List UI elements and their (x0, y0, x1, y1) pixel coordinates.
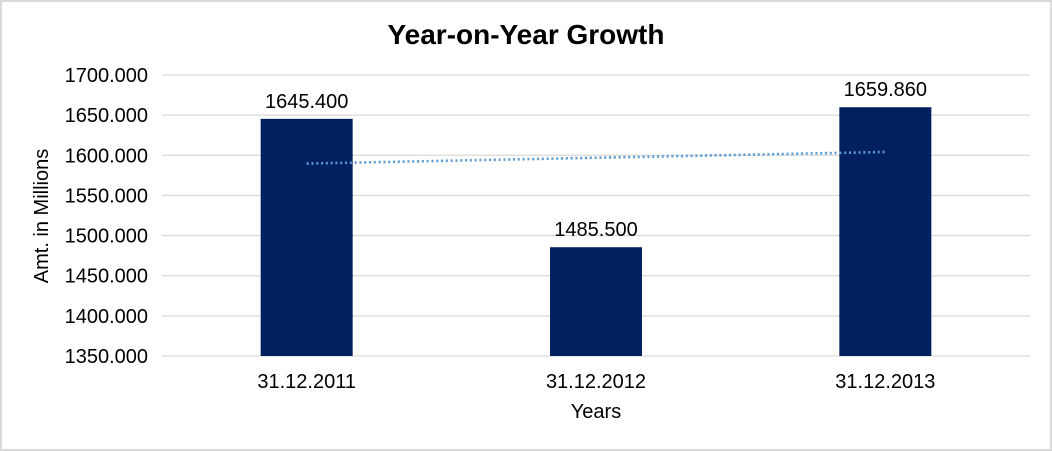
bar-data-labels: 1645.400 1485.500 1659.860 (265, 79, 927, 241)
chart-title: Year-on-Year Growth (388, 19, 665, 50)
x-category-label: 31.12.2012 (546, 371, 646, 393)
x-axis-category-labels: 31.12.2011 31.12.2012 31.12.2013 (257, 371, 935, 393)
y-axis-title: Amt. in Millions (31, 149, 53, 283)
x-category-label: 31.12.2013 (835, 371, 935, 393)
y-tick-label: 1550.000 (65, 185, 148, 207)
bar (839, 107, 932, 356)
bar (550, 247, 642, 356)
y-tick-label: 1700.000 (65, 65, 148, 87)
y-tick-label: 1600.000 (65, 145, 148, 167)
y-tick-label: 1650.000 (65, 105, 148, 127)
bar (260, 118, 353, 356)
y-tick-label: 1500.000 (65, 226, 148, 248)
x-category-label: 31.12.2011 (257, 371, 356, 393)
y-tick-label: 1400.000 (65, 306, 148, 328)
bar-data-label: 1485.500 (554, 219, 637, 241)
linear-trendline (306, 150, 886, 165)
y-tick-label: 1350.000 (65, 346, 148, 368)
bar-data-label: 1659.860 (844, 79, 927, 101)
bar-data-label: 1645.400 (265, 91, 348, 113)
y-axis-tick-labels: 1350.000 1400.000 1450.000 1500.000 1550.000… (65, 65, 148, 368)
x-axis-title: Years (571, 401, 621, 423)
bar-series (260, 107, 932, 356)
y-tick-label: 1450.000 (65, 266, 148, 288)
